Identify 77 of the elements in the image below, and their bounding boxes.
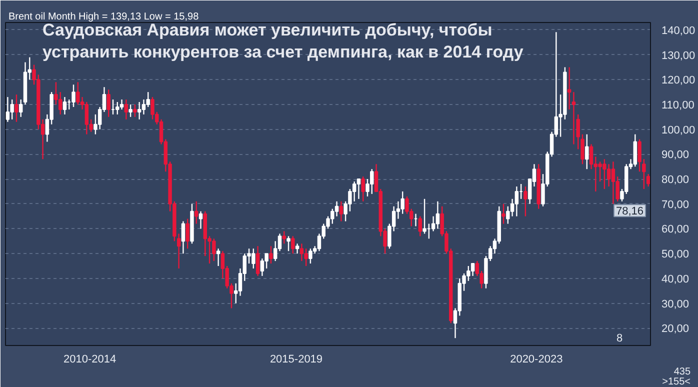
text: Саудовская Аравия может увеличить добычу, чтобы устранить конкурентов за счет демпинга, как в 2014 году xyxy=(42,20,524,62)
candlestick xyxy=(62,96,67,116)
candlestick xyxy=(580,134,584,165)
annotation: 78,16 xyxy=(616,206,644,218)
candlestick xyxy=(58,91,62,116)
candlestick xyxy=(198,210,203,230)
candlestick xyxy=(142,98,146,116)
annotation: Brent oil Month High = 139,13 Low = 15,98 xyxy=(8,12,200,22)
candlestick xyxy=(269,246,273,264)
y-tick-label: 80,00 xyxy=(662,174,690,186)
candlestick xyxy=(356,178,361,200)
candlestick xyxy=(18,98,23,118)
candlestick xyxy=(194,200,198,224)
candlestick xyxy=(422,198,426,234)
y-tick-label: 30,00 xyxy=(662,298,690,310)
candlestick xyxy=(646,173,650,188)
candlestick xyxy=(436,200,440,230)
candlestick xyxy=(181,220,186,254)
y-tick-label: 90,00 xyxy=(662,149,690,162)
candlestick xyxy=(128,104,132,118)
candlestick xyxy=(256,246,260,277)
text: 2015-2019 xyxy=(270,354,323,366)
candlestick xyxy=(606,164,611,188)
candlestick xyxy=(6,96,10,122)
candlestick xyxy=(295,243,300,254)
candlestick xyxy=(502,203,506,224)
y-tick-label: 100,00 xyxy=(662,124,696,136)
candlestick xyxy=(524,186,528,217)
candlestick xyxy=(308,248,312,264)
annotation: 8 xyxy=(616,332,623,344)
candlestick xyxy=(14,94,18,122)
candlestick xyxy=(611,161,616,204)
candlestick xyxy=(106,88,110,118)
y-tick-label: 110,00 xyxy=(662,99,694,112)
y-tick-label: 140,00 xyxy=(662,24,696,37)
candlestick xyxy=(514,186,519,217)
candlestick xyxy=(133,104,137,118)
text: 435 xyxy=(674,366,691,378)
candlestick xyxy=(572,91,576,145)
candlestick xyxy=(150,96,154,120)
candlestick xyxy=(633,134,638,168)
candlestick xyxy=(638,138,642,172)
candlestick xyxy=(120,98,124,110)
candlestick xyxy=(10,98,14,120)
y-tick-label: 130,00 xyxy=(662,50,696,62)
candlestick xyxy=(84,101,89,135)
y-tick-label: 50,00 xyxy=(662,248,690,261)
candlestick xyxy=(186,218,190,250)
candlestick xyxy=(216,248,220,267)
candlestick xyxy=(124,98,128,120)
candlestick xyxy=(137,101,142,120)
text: 2010-2014 xyxy=(64,354,116,366)
candlestick xyxy=(291,236,295,254)
candlestick xyxy=(72,84,76,108)
y-tick-label: 40,00 xyxy=(662,273,690,286)
candlestick xyxy=(431,216,436,232)
candlestick xyxy=(76,82,80,106)
candlestick xyxy=(352,180,356,202)
candlestick xyxy=(361,176,365,202)
candlestick xyxy=(589,144,594,170)
candlestick xyxy=(567,66,572,110)
candlestick xyxy=(339,200,344,222)
text: 2020-2023 xyxy=(510,354,563,366)
y-tick-label: 20,00 xyxy=(662,323,690,336)
y-tick-label: 70,00 xyxy=(662,198,690,211)
candlestick xyxy=(300,243,304,262)
candlestick xyxy=(642,158,646,190)
candlestick xyxy=(418,216,422,237)
candlestick xyxy=(286,236,290,252)
candlestick xyxy=(470,262,475,277)
text: >155< xyxy=(662,376,691,387)
y-tick-label: 120,00 xyxy=(662,74,696,87)
candlestick xyxy=(116,101,120,116)
y-tick-label: 60,00 xyxy=(662,224,690,236)
candlestick xyxy=(585,134,589,170)
candlestick xyxy=(334,200,339,217)
candlestick xyxy=(282,230,286,244)
